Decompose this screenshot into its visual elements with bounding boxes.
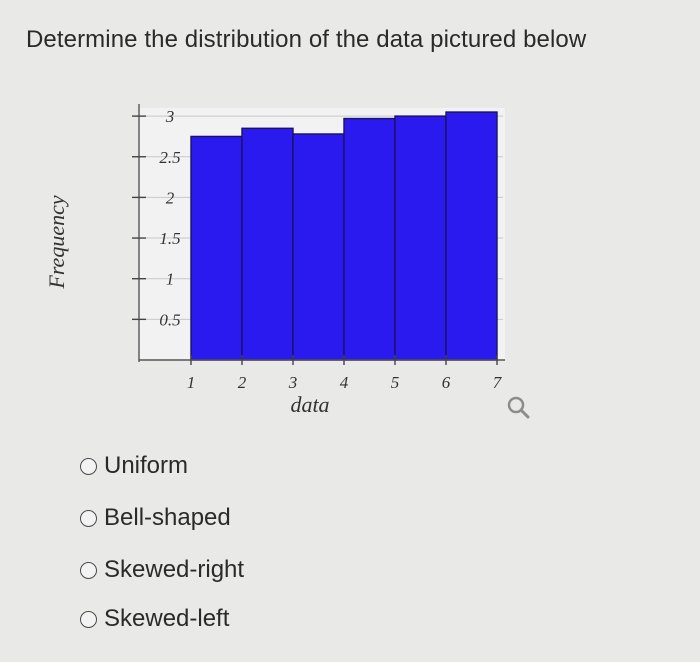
histogram-chart: 0.5 1 1.5 2 2.5 3 1 2 3 4 5 6 7 data Frequency — [44, 103, 505, 417]
option-skewed-right[interactable]: Skewed-right — [80, 556, 244, 584]
x-tick-label: 4 — [340, 373, 349, 392]
y-tick-label: 3 — [165, 107, 175, 126]
option-label: Bell-shaped — [104, 504, 231, 531]
zoom-icon[interactable] — [506, 395, 532, 421]
histogram-svg: 0.5 1 1.5 2 2.5 3 1 2 3 4 5 6 7 data Frequency — [44, 103, 505, 417]
histogram-bar — [445, 111, 498, 361]
x-tick-label: 3 — [288, 373, 298, 392]
radio-icon[interactable] — [80, 561, 97, 579]
y-tick-label: 2 — [166, 188, 175, 207]
option-bell-shaped[interactable]: Bell-shaped — [80, 504, 231, 532]
option-label: Skewed-right — [104, 556, 245, 583]
radio-icon[interactable] — [80, 610, 97, 628]
option-label: Skewed-left — [104, 605, 230, 632]
histogram-bar — [190, 135, 243, 361]
y-tick-label: 2.5 — [159, 148, 180, 167]
histogram-bar — [394, 115, 447, 361]
y-tick-label: 1 — [166, 270, 175, 289]
histogram-bar — [241, 127, 294, 361]
y-tick-label: 1.5 — [159, 229, 180, 248]
radio-icon[interactable] — [80, 509, 97, 527]
x-tick-label: 2 — [238, 373, 247, 392]
option-uniform[interactable]: Uniform — [80, 452, 188, 480]
x-tick-label: 5 — [391, 373, 400, 392]
option-skewed-left[interactable]: Skewed-left — [80, 605, 229, 633]
x-tick-label: 1 — [187, 373, 196, 392]
option-label: Uniform — [104, 452, 189, 479]
x-tick-label: 7 — [493, 373, 503, 392]
question-text: Determine the distribution of the data p… — [26, 26, 587, 53]
radio-icon[interactable] — [80, 457, 97, 475]
y-tick-label: 0.5 — [159, 310, 180, 329]
x-tick-label: 6 — [442, 373, 451, 392]
x-axis-title: data — [290, 392, 329, 417]
histogram-bar — [292, 133, 345, 361]
y-axis-title: Frequency — [44, 195, 69, 289]
histogram-bar — [343, 117, 396, 361]
